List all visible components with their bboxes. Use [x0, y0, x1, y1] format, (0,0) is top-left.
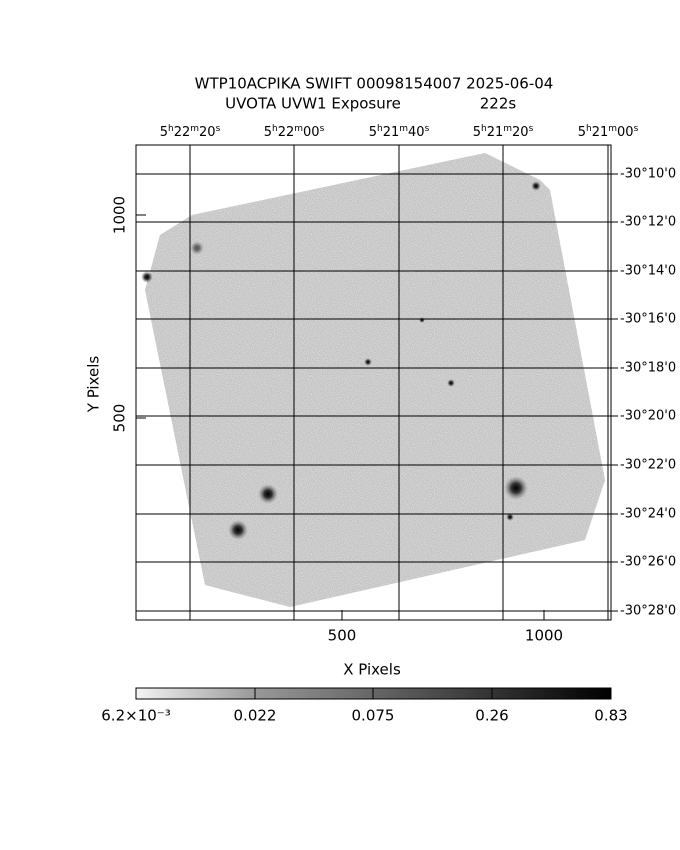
dec-tick-label: -30°14'0 [620, 264, 676, 279]
dec-tick-label: -30°20'0 [620, 409, 676, 424]
dec-tick-label: -30°24'0 [620, 507, 676, 522]
ra-tick-label: 5h22m00s [264, 124, 325, 140]
ra-tick-label: 5h22m20s [160, 124, 221, 140]
ra-tick-label: 5h21m20s [473, 124, 534, 140]
dec-tick-label: -30°10'0 [620, 167, 676, 182]
colorbar-tick-label: 0.26 [475, 707, 508, 725]
y-axis-label: Y Pixels [85, 356, 103, 414]
dec-tick-label: -30°28'0 [620, 604, 676, 619]
colorbar-tick-label: 0.022 [234, 707, 277, 725]
plot-frame [135, 144, 612, 621]
y-tick-label: 1000 [111, 196, 129, 234]
dec-tick-label: -30°26'0 [620, 555, 676, 570]
y-tick-label: 500 [111, 404, 129, 433]
ra-tick-label: 5h21m40s [369, 124, 430, 140]
dec-tick-label: -30°16'0 [620, 312, 676, 327]
colorbar-tick-label: 6.2×10⁻³ [101, 707, 170, 725]
colorbar-tick-label: 0.83 [594, 707, 627, 725]
instrument: UVOTA UVW1 Exposure [225, 95, 401, 113]
dec-tick-label: -30°18'0 [620, 361, 676, 376]
x-tick-label: 1000 [525, 627, 563, 645]
ra-tick-label: 5h21m00s [578, 124, 639, 140]
dec-tick-label: -30°12'0 [620, 215, 676, 230]
image [141, 153, 605, 607]
x-tick-label: 500 [328, 627, 357, 645]
x-axis-label: X Pixels [343, 661, 401, 679]
colorbar-tick-label: 0.075 [352, 707, 395, 725]
exposure: 222s [480, 95, 517, 113]
title: WTP10ACPIKA SWIFT 00098154007 2025-06-04 [195, 75, 554, 93]
dec-tick-label: -30°22'0 [620, 458, 676, 473]
